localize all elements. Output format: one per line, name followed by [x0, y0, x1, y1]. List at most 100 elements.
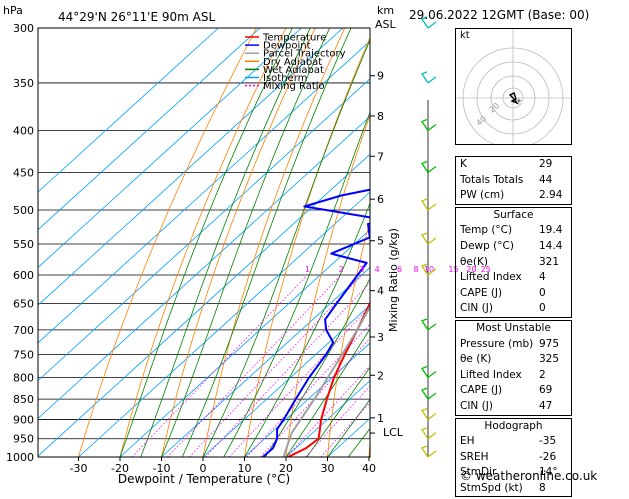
wind-barb-icon [422, 409, 436, 420]
index-row: CAPE (J)0 [456, 286, 571, 302]
x-axis-label: Dewpoint / Temperature (°C) [118, 472, 290, 486]
hodograph-plot: 20 40 + [456, 29, 571, 144]
height-tick-label: 5 [377, 235, 384, 248]
pressure-tick-label: 500 [13, 204, 34, 217]
height-tick-label: 6 [377, 193, 384, 206]
pressure-tick-label: 600 [13, 269, 34, 282]
height-tick-label: 7 [377, 150, 384, 163]
surface-title: Surface [456, 208, 571, 224]
svg-text:+: + [516, 97, 522, 105]
mixing-ratio-label: 3 [359, 265, 364, 274]
dry-adiabat-line [79, 28, 257, 457]
height-tick-label: 9 [377, 70, 384, 83]
pressure-tick-label: 750 [13, 349, 34, 362]
height-tick-label: 2 [377, 369, 384, 382]
hodograph-panel: kt 20 40 + [455, 28, 572, 145]
wet-adiabat-line [182, 28, 351, 457]
legend-item-label: Mixing Ratio [263, 81, 325, 92]
mixing-ratio-line [132, 275, 308, 457]
mixing-ratio-label: 4 [375, 265, 380, 274]
pressure-tick-label: 350 [13, 77, 34, 90]
pressure-tick-label: 300 [13, 22, 34, 35]
isotherm-line [0, 28, 426, 457]
pressure-tick-label: 850 [13, 393, 34, 406]
index-row: θe(K)321 [456, 255, 571, 271]
wet-adiabat-line [162, 28, 330, 457]
km-unit-label: km [377, 4, 394, 17]
index-row: StmSpd (kt)8 [456, 481, 571, 497]
index-row: Dewp (°C)14.4 [456, 239, 571, 255]
location-title: 44°29'N 26°11'E 90m ASL [58, 10, 215, 24]
hodograph-ring-label: 40 [475, 114, 489, 127]
dry-adiabat-line [607, 28, 629, 457]
lcl-label: LCL [383, 426, 404, 439]
dry-adiabat-line [286, 28, 404, 457]
credit-text: © weatheronline.co.uk [460, 469, 597, 483]
index-row: PW (cm)2.94 [456, 188, 571, 204]
hodograph-title: Hodograph [456, 419, 571, 435]
pressure-tick-label: 700 [13, 324, 34, 337]
wind-barb-icon [422, 72, 436, 83]
height-tick-label: 3 [377, 331, 384, 344]
pressure-tick-label: 550 [13, 238, 34, 251]
most-unstable-box: Most Unstable Pressure (mb)975 θe (K)325… [455, 320, 572, 416]
index-row: Temp (°C)19.4 [456, 223, 571, 239]
mixing-ratio-axis-label: Mixing Ratio (g/kg) [387, 228, 400, 332]
asl-unit-label: ASL [375, 18, 397, 31]
height-tick-label: 1 [377, 412, 384, 425]
pressure-tick-label: 400 [13, 125, 34, 138]
index-row: θe (K)325 [456, 352, 571, 368]
wet-adiabat-line [141, 28, 310, 457]
hpa-unit-label: hPa [3, 4, 23, 17]
temperature-tick-label: 30 [321, 462, 335, 475]
wind-barb-icon [422, 446, 436, 457]
isotherm-line [0, 28, 260, 457]
dry-adiabat-line [570, 28, 609, 457]
hodograph-ring-label: 20 [488, 101, 502, 114]
wind-barb-icon [422, 233, 436, 244]
index-row: Pressure (mb)975 [456, 337, 571, 353]
wind-barb-icon [422, 319, 436, 330]
wind-barb-icon [422, 367, 436, 378]
isotherm-line [0, 28, 384, 457]
isotherm-line [0, 28, 343, 457]
wet-adiabat-line [265, 28, 476, 457]
most-unstable-title: Most Unstable [456, 321, 571, 337]
wind-barb-icon [422, 120, 436, 131]
mixing-ratio-label: 2 [339, 265, 344, 274]
wind-barb-icon [422, 199, 436, 210]
wind-barb-icon [422, 388, 436, 399]
pressure-tick-label: 650 [13, 298, 34, 311]
mixing-ratio-line [167, 275, 341, 457]
mixing-ratio-label: 1 [305, 265, 310, 274]
pressure-tick-label: 800 [13, 372, 34, 385]
pressure-tick-label: 900 [13, 414, 34, 427]
temperature-tick-label: 40 [362, 462, 376, 475]
index-row: CIN (J)0 [456, 301, 571, 317]
pressure-tick-label: 950 [13, 433, 34, 446]
index-row: CIN (J)47 [456, 399, 571, 415]
pressure-tick-label: 450 [13, 167, 34, 180]
wind-barb-icon [422, 428, 436, 439]
pressure-tick-label: 1000 [6, 451, 34, 464]
index-row: SREH-26 [456, 450, 571, 466]
height-tick-label: 8 [377, 110, 384, 123]
height-tick-label: 4 [377, 285, 384, 298]
surface-box: Surface Temp (°C)19.4 Dewp (°C)14.4 θe(K… [455, 207, 572, 318]
mixing-ratio-label: 10 [424, 265, 434, 274]
index-row: EH-35 [456, 434, 571, 450]
mixing-ratio-label: 8 [413, 265, 418, 274]
wind-barb-icon [422, 162, 436, 173]
temperature-tick-label: -30 [70, 462, 88, 475]
isotherm-line [37, 28, 509, 457]
index-row: CAPE (J)69 [456, 383, 571, 399]
mixing-ratio-line [206, 275, 378, 457]
datetime-title: 29.06.2022 12GMT (Base: 00) [409, 8, 589, 22]
